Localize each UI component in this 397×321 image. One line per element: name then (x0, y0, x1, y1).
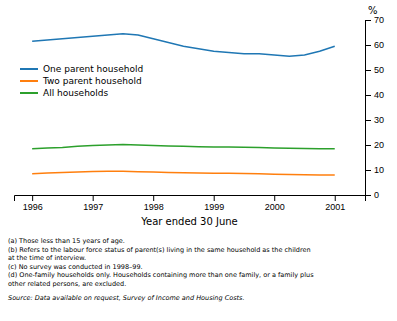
x-tick-label: 1996 (23, 202, 43, 212)
footnote: (b) Refers to the labour force status of… (8, 246, 311, 254)
y-tick-mark (365, 120, 371, 121)
footnote: (c) No survey was conducted in 1998–99. (8, 263, 143, 271)
x-tick-mark (335, 195, 336, 201)
legend-label: One parent household (43, 64, 143, 74)
y-tick-label: 30 (374, 115, 384, 125)
y-tick-label: 60 (374, 40, 384, 50)
x-tick-label: 2000 (265, 202, 285, 212)
x-tick-label: 1998 (144, 202, 164, 212)
legend-item: Two parent household (20, 76, 142, 86)
y-tick: 60 (365, 40, 384, 50)
footnote: (a) Those less than 15 years of age. (8, 237, 125, 245)
y-tick-mark (365, 145, 371, 146)
y-tick-label: 20 (374, 140, 384, 150)
lines (32, 34, 335, 175)
x-tick-mark (153, 195, 154, 201)
footnote: at the time of interview. (8, 254, 86, 262)
legend-swatch (20, 68, 38, 70)
x-tick-label: 1999 (204, 202, 224, 212)
x-tick-label: 1997 (83, 202, 103, 212)
x-tick-mark (93, 195, 94, 201)
source: Source: Data available on request, Surve… (8, 294, 245, 302)
y-axis: 0 10 20 30 40 50 60 70 (365, 15, 384, 200)
chart: 1996 1997 1998 1999 2000 2001 0 10 20 30 40 50 60 70%… (0, 0, 397, 321)
x-axis-label: Year ended 30 June (140, 216, 238, 227)
y-tick: 70 (365, 15, 384, 25)
y-tick-mark (365, 95, 371, 96)
x-axis-line (15, 196, 366, 202)
y-tick-label: 0 (374, 190, 379, 200)
x-tick: 1997 (83, 195, 103, 212)
y-tick: 20 (365, 140, 384, 150)
y-tick-mark (365, 45, 371, 46)
x-tick: 2001 (325, 195, 345, 212)
legend-item: All households (20, 88, 109, 98)
y-tick-label: 50 (374, 65, 384, 75)
y-tick-label: 40 (374, 90, 384, 100)
y-tick-label: 70 (374, 15, 384, 25)
series-line (32, 145, 335, 149)
legend-swatch (20, 92, 38, 94)
plot: 1996 1997 1998 1999 2000 2001 0 10 20 30 40 50 60 70%… (15, 5, 385, 227)
x-tick-mark (32, 195, 33, 201)
y-tick-mark (365, 20, 371, 21)
y-tick: 50 (365, 65, 384, 75)
legend-label: All households (43, 88, 109, 98)
legend-swatch (20, 80, 38, 82)
x-tick: 1998 (144, 195, 164, 212)
y-tick: 30 (365, 115, 384, 125)
y-tick: 0 (365, 190, 379, 200)
x-tick-mark (214, 195, 215, 201)
y-tick-mark (365, 195, 371, 196)
y-tick: 40 (365, 90, 384, 100)
y-tick-mark (365, 70, 371, 71)
series-line (32, 171, 335, 175)
x-tick-label: 2001 (325, 202, 345, 212)
footnotes: (a) Those less than 15 years of age.(b) … (8, 237, 314, 288)
legend: One parent household Two parent household… (20, 64, 143, 98)
series-line (32, 34, 335, 57)
y-tick-label: 10 (374, 165, 384, 175)
x-tick: 1999 (204, 195, 224, 212)
y-tick-mark (365, 170, 371, 171)
x-tick-mark (274, 195, 275, 201)
y-axis-line (366, 21, 372, 196)
footnote: (d) One-family households only. Househol… (8, 271, 314, 279)
x-tick: 2000 (265, 195, 285, 212)
footnote: other related persons, are excluded. (8, 280, 126, 288)
x-tick: 1996 (23, 195, 43, 212)
y-tick: 10 (365, 165, 384, 175)
x-axis: 1996 1997 1998 1999 2000 2001 (15, 195, 366, 212)
legend-item: One parent household (20, 64, 143, 74)
legend-label: Two parent household (42, 76, 142, 86)
y-axis-label: % (368, 5, 378, 16)
